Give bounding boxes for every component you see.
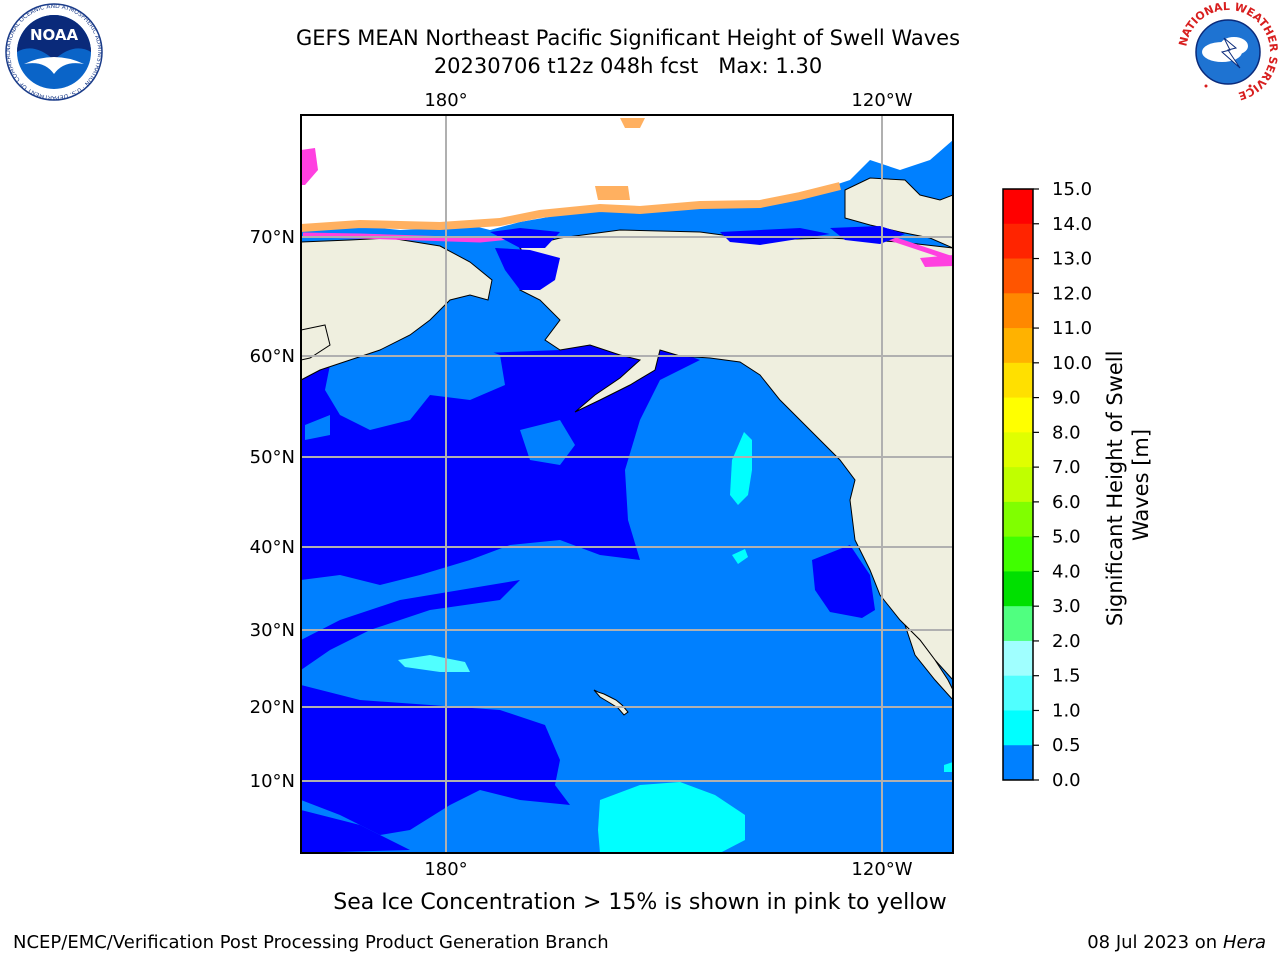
colorbar-tick-label: 4.0 <box>1052 561 1081 582</box>
colorbar-tick-label: 0.5 <box>1052 735 1081 756</box>
colorbar-segment <box>1003 328 1033 364</box>
ocean-low-swell-south <box>301 685 570 835</box>
footer-date: 08 Jul 2023 on Hera <box>1087 932 1266 953</box>
colorbar-segment <box>1003 189 1033 225</box>
footer-host: Hera <box>1222 932 1266 953</box>
page-title: GEFS MEAN Northeast Pacific Significant … <box>295 26 961 50</box>
sea-ice-pink-patch <box>920 255 953 267</box>
colorbar-segment <box>1003 536 1033 572</box>
colorbar-segment <box>1003 501 1033 538</box>
land-kamchatka <box>301 324 331 361</box>
lat-label-40n: 40°N <box>250 537 295 558</box>
lat-label-60n: 60°N <box>250 346 295 367</box>
land-siberia <box>301 237 493 381</box>
ocean-high-swell-equatorial <box>598 782 745 853</box>
colorbar-segment <box>1003 606 1033 642</box>
colorbar-segment <box>1003 467 1033 503</box>
colorbar-segment <box>1003 571 1033 607</box>
lat-label-30n: 30°N <box>250 620 295 641</box>
colorbar-segment <box>1003 710 1033 746</box>
colorbar-tick-label: 5.0 <box>1052 527 1081 548</box>
colorbar-tick-label: 9.0 <box>1052 388 1081 409</box>
footer-date-text: 08 Jul 2023 on <box>1087 932 1218 953</box>
colorbar <box>1003 189 1033 781</box>
ocean-low-swell-coastal <box>812 545 875 618</box>
max-label: Max: 1.30 <box>718 54 823 78</box>
lon-label-bottom-120w: 120°W <box>851 859 912 880</box>
ocean-arctic-lead <box>490 226 905 248</box>
colorbar-tick-label: 0.0 <box>1052 770 1081 791</box>
colorbar-tick-label: 8.0 <box>1052 422 1081 443</box>
land-alaska-canada <box>519 229 953 681</box>
colorbar-segment <box>1003 397 1033 433</box>
lat-label-50n: 50°N <box>250 447 295 468</box>
ocean-medium-patch <box>305 415 330 440</box>
colorbar-ticks: 15.0 14.0 13.0 12.0 11.0 10.0 9.0 8.0 7.0 6.0 5.0 4… <box>1033 179 1092 791</box>
lat-label-70n: 70°N <box>250 227 295 248</box>
lon-label-bottom-180: 180° <box>424 859 467 880</box>
sea-ice-pink-patch <box>301 148 318 185</box>
colorbar-tick-label: 10.0 <box>1052 353 1092 374</box>
ocean-medium-patch <box>325 340 505 430</box>
lon-label-top-180: 180° <box>424 90 467 111</box>
ocean-low-swell-west <box>301 580 520 670</box>
colorbar-tick-label: 2.0 <box>1052 631 1081 652</box>
colorbar-tick-label: 15.0 <box>1052 179 1092 200</box>
lat-label-20n: 20°N <box>250 697 295 718</box>
colorbar-tick-label: 1.0 <box>1052 700 1081 721</box>
colorbar-label: Significant Height of Swell Waves [m] <box>1103 344 1153 626</box>
colorbar-tick-label: 7.0 <box>1052 457 1081 478</box>
arctic-white-zone <box>301 115 953 230</box>
colorbar-segment <box>1003 745 1033 781</box>
sea-ice-edge <box>301 182 841 232</box>
colorbar-segment <box>1003 362 1033 399</box>
lon-label-top-120w: 120°W <box>851 90 912 111</box>
map-panel <box>301 115 953 853</box>
colorbar-segment <box>1003 640 1033 677</box>
nws-logo: NATIONAL WEATHER SERVICE <box>1178 2 1278 102</box>
colorbar-label-line2: Waves [m] <box>1129 429 1153 541</box>
ocean-high-swell-gulf <box>730 432 752 505</box>
sea-ice-caption: Sea Ice Concentration > 15% is shown in … <box>333 890 947 915</box>
ocean-high-swell-subtropic <box>398 655 470 672</box>
ocean-bering-low-swell <box>495 248 560 290</box>
lat-label-10n: 10°N <box>250 771 295 792</box>
noaa-logo-text: NOAA <box>30 26 79 44</box>
run-label: 20230706 t12z 048h fcst <box>433 54 699 78</box>
map-frame <box>300 114 954 854</box>
colorbar-tick-label: 3.0 <box>1052 596 1081 617</box>
colorbar-frame <box>1002 188 1034 781</box>
colorbar-tick-label: 14.0 <box>1052 214 1092 235</box>
colorbar-tick-label: 1.5 <box>1052 666 1081 687</box>
ocean-high-swell-patch <box>732 549 748 564</box>
map-grid <box>301 115 953 853</box>
ocean-high-swell-east <box>944 762 953 772</box>
noaa-logo: NATIONAL OCEANIC AND ATMOSPHERIC ADMINIS… <box>4 2 103 101</box>
colorbar-tick-label: 13.0 <box>1052 249 1092 270</box>
sea-ice-patch <box>620 118 645 128</box>
forecast-subtitle: 20230706 t12z 048h fcst Max: 1.30 <box>0 54 1256 78</box>
footer-credit: NCEP/EMC/Verification Post Processing Pr… <box>13 932 609 953</box>
colorbar-label-line1: Significant Height of Swell <box>1103 351 1127 627</box>
colorbar-tick-label: 6.0 <box>1052 492 1081 513</box>
land-arctic-islands <box>844 177 953 249</box>
colorbar-tick-label: 11.0 <box>1052 318 1092 339</box>
land-hawaii <box>593 689 629 716</box>
ocean-medium-patch <box>520 420 575 465</box>
colorbar-segment <box>1003 258 1033 294</box>
colorbar-tick-label: 12.0 <box>1052 283 1092 304</box>
sea-ice-patch <box>595 186 630 200</box>
colorbar-segment <box>1003 432 1033 468</box>
colorbar-segment <box>1003 675 1033 711</box>
colorbar-segment <box>1003 223 1033 260</box>
ocean-low-swell-sw <box>301 810 410 853</box>
colorbar-segment <box>1003 293 1033 329</box>
land-baja <box>904 624 953 701</box>
